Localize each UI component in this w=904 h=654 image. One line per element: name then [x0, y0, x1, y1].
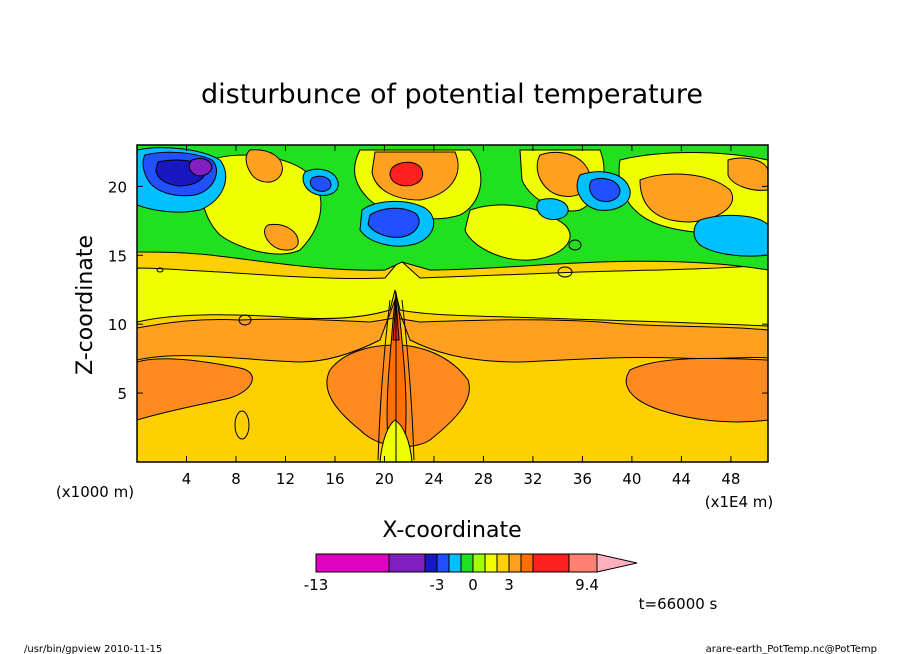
- colorbar-segment: [436, 553, 450, 573]
- colorbar-segment: [315, 553, 390, 573]
- colorbar-tick-label: -13: [304, 576, 329, 594]
- field-blob-warm-right: [625, 357, 768, 423]
- colorbar-segment: [388, 553, 426, 573]
- colorbar-segment: [472, 553, 486, 573]
- colorbar-segment: [508, 553, 522, 573]
- colorbar-segment: [484, 553, 498, 573]
- field-upper-orange-4: [639, 173, 733, 223]
- contour-field: [137, 145, 768, 462]
- field-cold-purple-left: [188, 157, 213, 177]
- colorbar-tick-label: -3: [430, 576, 445, 594]
- x-tick-label: 44: [672, 470, 691, 488]
- field-cold-blue-2: [309, 175, 332, 192]
- colorbar-segment: [532, 553, 570, 573]
- x-axis: 4 8 12 16 20 24 28 32 36 40 44 48: [182, 145, 740, 488]
- field-plume-orange: [386, 291, 407, 441]
- field-cold-cyan-4: [693, 215, 768, 257]
- x-tick-label: 48: [721, 470, 740, 488]
- footer-left: /usr/bin/gpview 2010-11-15: [24, 644, 162, 654]
- colorbar-segment: [448, 553, 462, 573]
- x-tick-label: 20: [375, 470, 394, 488]
- colorbar-arrow: [596, 553, 638, 573]
- x-tick-label: 12: [276, 470, 295, 488]
- colorbar-tick-label: 3: [504, 576, 514, 594]
- colorbar-segment: [568, 553, 598, 573]
- y-axis-label: Z-coordinate: [73, 235, 98, 375]
- y-tick-label: 10: [108, 316, 127, 334]
- x-tick-label: 4: [182, 470, 192, 488]
- field-cold-blue-3: [589, 177, 621, 203]
- x-tick-label: 36: [573, 470, 592, 488]
- y-tick-label: 5: [117, 385, 127, 403]
- y-axis: 5 10 15 20: [108, 178, 768, 403]
- x-axis-label: X-coordinate: [382, 518, 521, 543]
- field-cold-blue-center: [367, 207, 420, 238]
- field-upper-orange-1: [245, 149, 283, 183]
- y-tick-label: 20: [108, 178, 127, 196]
- colorbar: -13 -3 0 3 9.4: [304, 553, 638, 594]
- plot-frame: [136, 144, 769, 463]
- x-tick-label: 24: [424, 470, 443, 488]
- x-unit-right: (x1E4 m): [705, 493, 774, 511]
- colorbar-segment: [424, 553, 438, 573]
- chart-title: disturbunce of potential temperature: [201, 79, 703, 110]
- colorbar-tick-label: 0: [468, 576, 478, 594]
- field-cold-cyan-5: [536, 198, 569, 220]
- field-blob-warm-left: [137, 358, 253, 421]
- field-warm-peak-red: [389, 161, 424, 187]
- field-band-upper-yellow: [137, 259, 768, 327]
- field-upper-orange-5: [264, 223, 299, 251]
- colorbar-tick-label: 9.4: [575, 576, 599, 594]
- colorbar-segment: [496, 553, 510, 573]
- field-upper-orange-6: [727, 157, 768, 191]
- field-feature-contours: [156, 239, 582, 462]
- colorbar-segment: [520, 553, 534, 573]
- x-tick-label: 32: [523, 470, 542, 488]
- x-unit-left: (x1000 m): [56, 483, 134, 501]
- time-label: t=66000 s: [639, 595, 718, 613]
- field-band-lower-warm: [137, 298, 768, 363]
- footer-right: arare-earth_PotTemp.nc@PotTemp: [706, 644, 877, 654]
- y-tick-label: 15: [108, 247, 127, 265]
- field-upper-yellow-3: [464, 204, 571, 261]
- x-tick-label: 28: [474, 470, 493, 488]
- x-tick-label: 8: [231, 470, 241, 488]
- x-tick-label: 16: [325, 470, 344, 488]
- x-tick-label: 40: [622, 470, 641, 488]
- colorbar-segment: [460, 553, 474, 573]
